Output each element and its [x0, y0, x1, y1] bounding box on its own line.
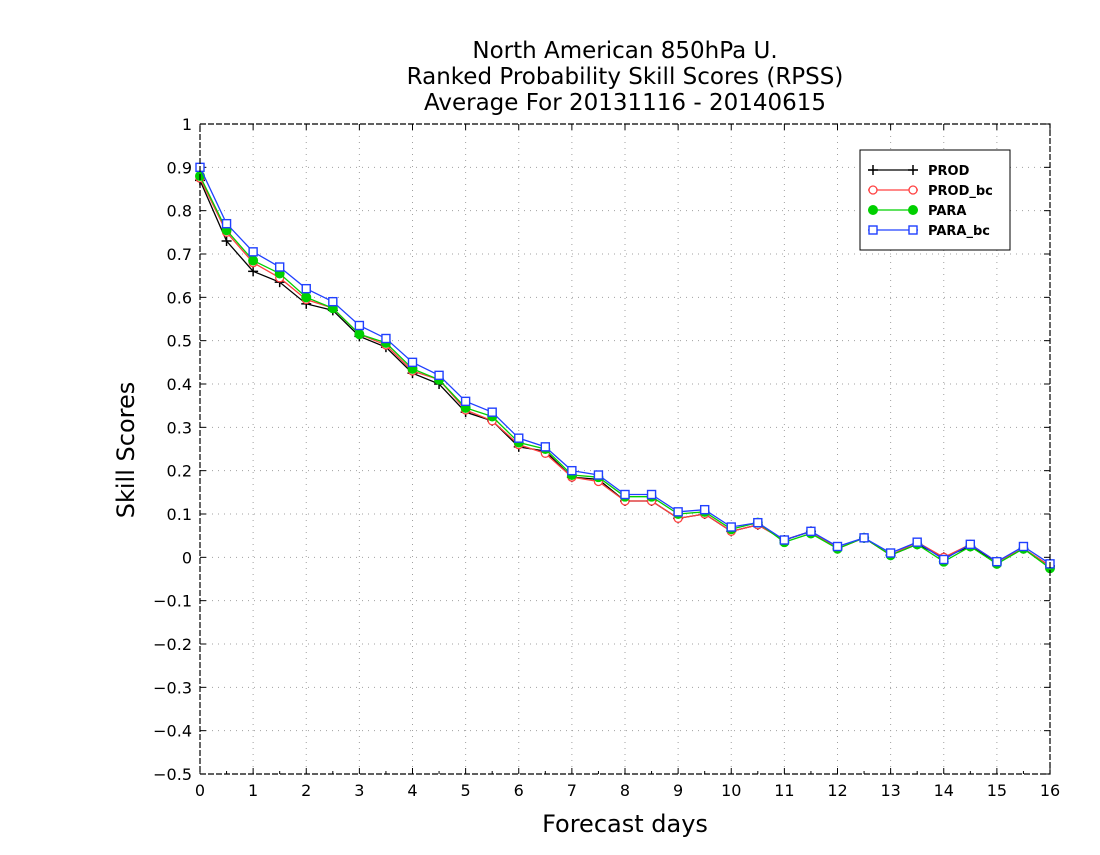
x-tick-label: 4 — [407, 781, 417, 800]
x-tick-label: 9 — [673, 781, 683, 800]
data-point — [434, 370, 444, 381]
data-point — [646, 489, 657, 500]
y-tick-label: 0.8 — [167, 202, 192, 221]
x-tick-label: 1 — [248, 781, 258, 800]
x-axis-label: Forecast days — [542, 810, 708, 838]
data-point — [248, 255, 259, 266]
y-tick-label: 0.4 — [167, 375, 192, 394]
x-tick-label: 16 — [1040, 781, 1060, 800]
data-point — [248, 247, 258, 257]
x-tick-label: 14 — [934, 781, 954, 800]
legend-label: PROD_bc — [928, 184, 993, 199]
y-tick-label: 0.6 — [167, 288, 192, 307]
y-tick-label: 0.7 — [167, 245, 192, 264]
data-point — [832, 541, 843, 552]
legend-marker — [908, 225, 918, 235]
x-tick-label: 11 — [774, 781, 794, 800]
data-point — [699, 504, 710, 515]
data-point — [487, 407, 497, 417]
y-tick-label: −0.2 — [153, 635, 192, 654]
data-point — [221, 218, 232, 229]
data-point — [301, 283, 311, 294]
data-point — [274, 262, 285, 272]
x-axis-ticks: 0 1 2 3 4 5 6 7 8 9 10 11 12 13 14 15 16 — [195, 124, 1060, 800]
x-tick-label: 7 — [567, 781, 577, 800]
data-point — [965, 539, 976, 550]
legend-marker — [908, 185, 918, 195]
legend: PROD PROD_bc PARA PARA_bc — [859, 149, 1011, 251]
data-point — [620, 489, 630, 500]
y-axis-ticks: −0.5 −0.4 −0.3 −0.2 −0.1 0 0.1 0.2 0.3 0.4 0.5 0.6 0… — [153, 115, 1050, 784]
data-point — [726, 522, 736, 532]
data-point — [1018, 541, 1029, 552]
legend-marker — [868, 225, 878, 235]
y-tick-label: 0.1 — [167, 505, 192, 524]
x-tick-label: 8 — [620, 781, 630, 800]
legend-marker — [908, 205, 918, 215]
title-line-2: Ranked Probability Skill Scores (RPSS) — [407, 64, 844, 90]
x-tick-label: 5 — [461, 781, 471, 800]
legend-label: PARA — [928, 204, 966, 219]
legend-box — [859, 149, 1011, 251]
y-tick-label: 0.5 — [167, 332, 192, 351]
data-point — [779, 535, 790, 545]
y-tick-label: −0.4 — [153, 722, 192, 741]
x-tick-label: 2 — [301, 781, 311, 800]
data-point — [885, 548, 896, 558]
title-line-1: North American 850hPa U. — [472, 38, 777, 64]
data-point — [593, 470, 604, 480]
data-point — [514, 433, 524, 443]
data-point — [354, 320, 365, 331]
data-point — [460, 396, 471, 407]
data-point — [381, 333, 391, 344]
x-tick-label: 10 — [721, 781, 741, 800]
y-tick-label: 0.9 — [167, 158, 192, 177]
legend-marker — [868, 185, 878, 195]
legend-marker — [868, 205, 878, 215]
x-tick-label: 15 — [987, 781, 1007, 800]
x-tick-label: 6 — [514, 781, 524, 800]
data-point — [407, 357, 418, 368]
data-point — [567, 465, 577, 476]
data-point — [673, 507, 683, 517]
data-point — [328, 296, 338, 307]
data-point — [753, 517, 763, 528]
x-tick-label: 13 — [880, 781, 900, 800]
legend-entry: PARA_bc — [868, 224, 990, 239]
legend-label: PARA_bc — [928, 224, 990, 239]
y-tick-label: −0.3 — [153, 678, 192, 697]
data-point — [939, 554, 949, 565]
legend-label: PROD — [928, 164, 970, 179]
chart-title: North American 850hPa U. Ranked Probabil… — [407, 38, 844, 116]
x-tick-label: 3 — [354, 781, 364, 800]
y-tick-label: 0.3 — [167, 418, 192, 437]
data-point — [301, 292, 312, 303]
y-axis-label: Skill Scores — [112, 382, 140, 519]
y-tick-label: 0 — [182, 548, 192, 567]
data-point — [992, 556, 1002, 567]
legend-entry: PARA — [868, 204, 966, 219]
y-tick-label: −0.1 — [153, 592, 192, 611]
legend-entry: PROD — [868, 164, 970, 179]
title-line-3: Average For 20131116 - 20140615 — [424, 90, 826, 116]
data-point — [354, 329, 365, 340]
data-point — [912, 537, 922, 547]
data-point — [540, 442, 551, 452]
x-tick-label: 12 — [827, 781, 847, 800]
legend-entry: PROD_bc — [868, 184, 993, 199]
y-tick-label: 0.2 — [167, 462, 192, 481]
y-tick-label: −0.5 — [153, 765, 192, 784]
x-tick-label: 0 — [195, 781, 205, 800]
data-point — [806, 526, 816, 537]
plot-frame — [199, 123, 1051, 775]
data-point — [859, 533, 869, 543]
y-tick-label: 1 — [182, 115, 192, 134]
